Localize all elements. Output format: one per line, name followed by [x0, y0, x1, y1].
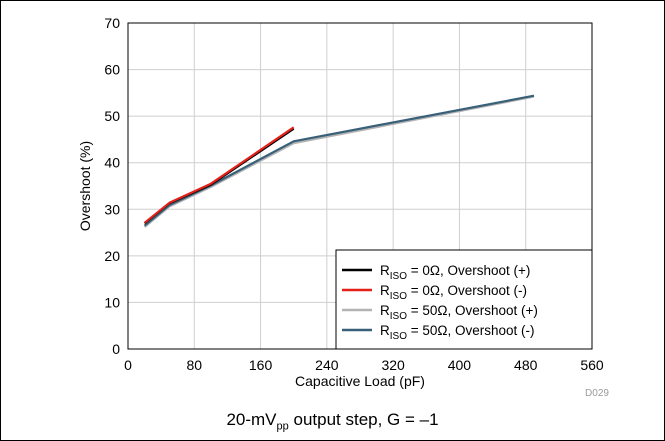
data-series [143, 94, 535, 228]
series-line-3 [143, 94, 535, 227]
caption-rest: output step, G = –1 [288, 410, 439, 429]
x-tick-label: 0 [124, 357, 132, 373]
legend-subscript: ISO [390, 331, 407, 342]
legend-rest: = 0Ω, Overshoot (+) [407, 263, 530, 278]
legend-subscript: ISO [390, 311, 407, 322]
x-tick-label: 80 [186, 357, 202, 373]
legend-r: R [380, 283, 390, 298]
legend-subscript: ISO [390, 291, 407, 302]
legend-r: R [380, 323, 390, 338]
legend-rest: = 50Ω, Overshoot (-) [407, 323, 535, 338]
y-tick-labels: 0 10 20 30 40 50 60 70 [104, 15, 120, 357]
y-tick-label: 40 [104, 155, 120, 171]
legend-rest: = 0Ω, Overshoot (-) [407, 283, 527, 298]
figure-id: D029 [585, 388, 609, 399]
x-tick-label: 560 [580, 357, 604, 373]
x-tick-label: 480 [514, 357, 538, 373]
legend-entry: RISO = 0Ω, Overshoot (+) [380, 263, 530, 282]
legend-entry: RISO = 50Ω, Overshoot (+) [380, 303, 538, 322]
legend-entry: RISO = 50Ω, Overshoot (-) [380, 323, 535, 342]
legend-subscript: ISO [390, 271, 407, 282]
y-tick-label: 10 [104, 294, 120, 310]
x-axis-label: Capacitive Load (pF) [295, 373, 425, 389]
chart-caption: 20-mVpp output step, G = –1 [0, 410, 665, 432]
y-tick-label: 60 [104, 62, 120, 78]
x-tick-label: 160 [249, 357, 273, 373]
x-tick-labels: 0 80 160 240 320 400 480 560 [124, 357, 604, 373]
y-tick-label: 20 [104, 248, 120, 264]
legend-rest: = 50Ω, Overshoot (+) [407, 303, 538, 318]
y-tick-label: 70 [104, 15, 120, 31]
legend-entry: RISO = 0Ω, Overshoot (-) [380, 283, 527, 302]
y-tick-label: 30 [104, 201, 120, 217]
y-axis-label: Overshoot (%) [77, 141, 93, 231]
x-tick-label: 240 [315, 357, 339, 373]
caption-subscript: pp [276, 420, 289, 433]
series-line-1 [143, 126, 295, 224]
x-tick-label: 400 [448, 357, 472, 373]
legend: RISO = 0Ω, Overshoot (+)RISO = 0Ω, Overs… [335, 249, 593, 350]
legend-r: R [380, 303, 390, 318]
x-tick-label: 320 [381, 357, 405, 373]
legend-box [335, 249, 593, 350]
y-tick-label: 0 [112, 341, 120, 357]
caption-main: 20-mV [226, 410, 277, 429]
legend-r: R [380, 263, 390, 278]
y-tick-label: 50 [104, 108, 120, 124]
